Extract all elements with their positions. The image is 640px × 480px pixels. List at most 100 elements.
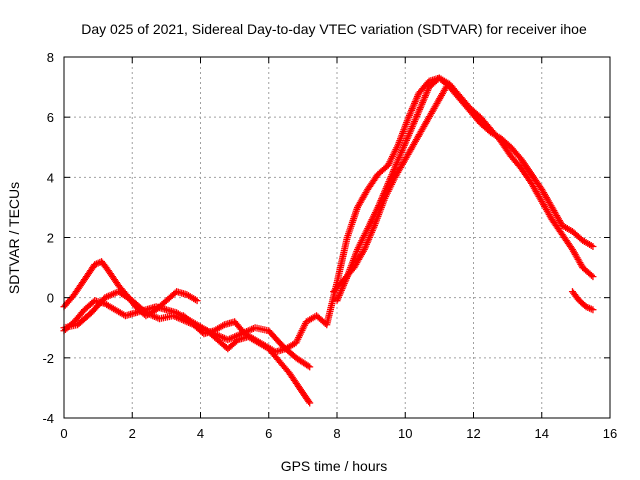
- data-point: [422, 119, 430, 127]
- series-track-d: [179, 74, 597, 356]
- data-point: [104, 267, 112, 275]
- data-point: [302, 318, 310, 326]
- data-point: [162, 297, 170, 305]
- data-point: [292, 339, 300, 347]
- data-point: [456, 92, 464, 100]
- data-point: [179, 312, 187, 320]
- data-point: [224, 345, 232, 353]
- data-point: [272, 348, 280, 356]
- data-point: [391, 173, 399, 181]
- y-tick-label: 2: [47, 231, 54, 246]
- chart-title: Day 025 of 2021, Sidereal Day-to-day VTE…: [81, 21, 587, 37]
- data-point: [558, 230, 566, 238]
- data-point: [538, 197, 546, 205]
- x-axis-title: GPS time / hours: [281, 458, 388, 474]
- data-point: [115, 282, 123, 290]
- data-point: [101, 294, 109, 302]
- data-point: [173, 288, 181, 296]
- series-fill-markers: [334, 75, 595, 303]
- data-point: [435, 74, 443, 82]
- data-point: [313, 312, 321, 320]
- series-track-g: [568, 288, 597, 314]
- data-point: [121, 312, 129, 320]
- x-tick-label: 6: [265, 426, 272, 441]
- data-point: [91, 297, 99, 305]
- grid-lines: [64, 57, 610, 418]
- y-tick-label: -2: [42, 351, 54, 366]
- data-point: [156, 315, 164, 323]
- data-point: [169, 312, 177, 320]
- data-point: [360, 246, 368, 254]
- x-tick-label: 0: [60, 426, 67, 441]
- data-point: [589, 273, 597, 281]
- data-point: [425, 83, 433, 91]
- data-point: [548, 203, 556, 211]
- x-tick-label: 12: [466, 426, 480, 441]
- data-point: [265, 327, 273, 335]
- data-point: [589, 243, 597, 251]
- data-point: [517, 155, 525, 163]
- data-point: [394, 155, 402, 163]
- data-point: [575, 297, 583, 305]
- series-fill-markers: [181, 75, 595, 355]
- data-point: [70, 291, 78, 299]
- data-point: [152, 303, 160, 311]
- data-point: [364, 185, 372, 193]
- data-point: [432, 101, 440, 109]
- data-point: [401, 155, 409, 163]
- data-point: [507, 152, 515, 160]
- data-point: [224, 336, 232, 344]
- data-point: [261, 342, 269, 350]
- data-point: [98, 258, 106, 266]
- data-point: [74, 321, 82, 329]
- data-point: [548, 215, 556, 223]
- data-point: [579, 237, 587, 245]
- data-point: [220, 321, 228, 329]
- data-point: [568, 227, 576, 235]
- data-point: [80, 276, 88, 284]
- data-point: [394, 140, 402, 148]
- data-point: [497, 137, 505, 145]
- data-point: [466, 104, 474, 112]
- data-point: [275, 357, 283, 365]
- data-point: [579, 264, 587, 272]
- data-point: [241, 330, 249, 338]
- x-tick-label: 14: [535, 426, 549, 441]
- data-point: [568, 288, 576, 296]
- data-point: [190, 321, 198, 329]
- data-point: [343, 234, 351, 241]
- data-point: [568, 246, 576, 254]
- data-point: [350, 264, 358, 272]
- data-point: [162, 306, 170, 314]
- series-track-f: [330, 83, 450, 296]
- data-point: [381, 194, 389, 202]
- data-point: [330, 288, 338, 296]
- data-point: [323, 321, 331, 329]
- data-point: [91, 261, 99, 269]
- data-point: [340, 276, 348, 284]
- data-point: [487, 125, 495, 133]
- y-tick-label: 6: [47, 110, 54, 125]
- x-tick-label: 8: [333, 426, 340, 441]
- data-point: [476, 113, 484, 121]
- data-point: [128, 297, 136, 305]
- data-point: [528, 170, 536, 178]
- data-point: [374, 170, 382, 178]
- data-point: [231, 318, 239, 326]
- data-point: [528, 179, 536, 187]
- x-tick-label: 10: [398, 426, 412, 441]
- y-tick-label: 8: [47, 50, 54, 65]
- axis-ticks: 0 2 4 6 8 10 12 14 16 -4 -2 0 2 4 6 8: [42, 50, 617, 441]
- data-point: [517, 164, 525, 172]
- data-point: [538, 185, 546, 193]
- data-point: [442, 83, 450, 91]
- series-fill-markers: [570, 289, 595, 313]
- data-point: [115, 288, 123, 296]
- data-point: [405, 131, 413, 139]
- data-point: [306, 399, 314, 407]
- x-tick-label: 16: [603, 426, 617, 441]
- y-tick-label: 4: [47, 170, 54, 185]
- data-point: [405, 113, 413, 121]
- data-point: [193, 297, 201, 305]
- y-axis-title: SDTVAR / TECUs: [6, 182, 22, 294]
